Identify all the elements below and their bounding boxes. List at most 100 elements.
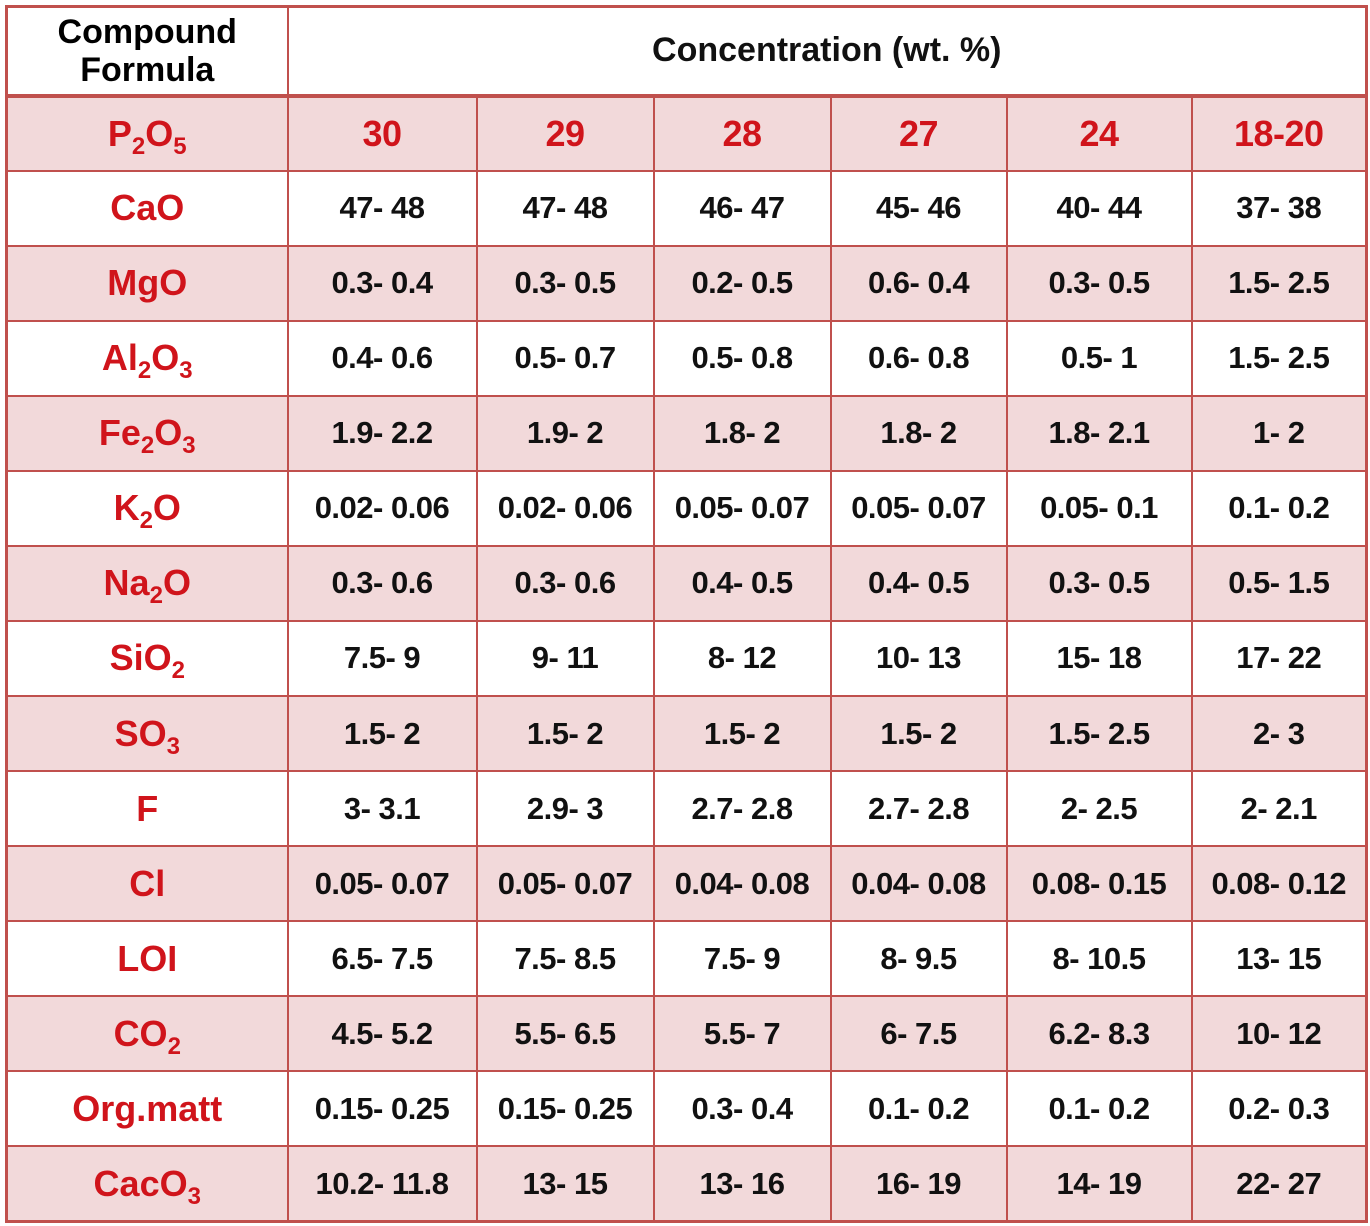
concentration-cell: 0.05- 0.1 — [1005, 469, 1193, 547]
concentration-cell: 2.9- 3 — [475, 770, 655, 848]
compound-formula-cell: CacO3 — [5, 1145, 289, 1223]
compound-formula-cell: LOI — [5, 920, 289, 998]
concentration-cell: 1.5- 2 — [475, 694, 655, 773]
concentration-cell: 7.5- 9 — [286, 619, 478, 698]
concentration-cell: 0.3- 0.6 — [286, 544, 478, 622]
concentration-cell: 0.1- 0.2 — [829, 1070, 1008, 1148]
concentration-cell: 0.3- 0.4 — [286, 244, 478, 322]
concentration-cell: 0.4- 0.5 — [829, 544, 1008, 622]
concentration-cell: 7.5- 9 — [652, 920, 832, 998]
compound-formula-cell: CO2 — [5, 995, 289, 1073]
table-row: K2O 0.02- 0.06 0.02- 0.06 0.05- 0.07 0.05- 0… — [5, 469, 1368, 547]
formula-text: SiO — [109, 637, 172, 679]
concentration-cell: 47- 48 — [286, 169, 478, 247]
concentration-cell: 0.2- 0.3 — [1190, 1070, 1368, 1148]
table-row: CaO 47- 48 47- 48 46- 47 45- 46 40- 44 37- 38 — [5, 169, 1368, 247]
formula-text: Cl — [129, 862, 166, 904]
table-row: MgO 0.3- 0.4 0.3- 0.5 0.2- 0.5 0.6- 0.4 0.3- … — [5, 244, 1368, 322]
table-row: F 3- 3.1 2.9- 3 2.7- 2.8 2.7- 2.8 2- 2.5 2- 2.… — [5, 770, 1368, 848]
formula-subscript: 3 — [166, 732, 180, 760]
concentration-cell: 10.2- 11.8 — [286, 1145, 478, 1223]
concentration-cell: 0.02- 0.06 — [475, 469, 655, 547]
concentration-cell: 0.04- 0.08 — [829, 845, 1008, 923]
concentration-cell: 0.05- 0.07 — [829, 469, 1008, 547]
concentration-cell: 8- 12 — [652, 619, 832, 698]
concentration-cell: 0.05- 0.07 — [652, 469, 832, 547]
concentration-cell: 0.2- 0.5 — [652, 244, 832, 322]
formula-subscript: 2 — [171, 657, 185, 685]
concentration-cell: 1.5- 2.5 — [1190, 319, 1368, 397]
formula-subscript: 2 — [149, 582, 163, 610]
compound-formula-cell: K2O — [5, 469, 289, 547]
concentration-cell: 10- 12 — [1190, 995, 1368, 1073]
concentration-cell: 2.7- 2.8 — [829, 770, 1008, 848]
concentration-cell: 0.5- 0.8 — [652, 319, 832, 397]
compound-label-line1: Compound — [57, 12, 237, 51]
concentration-cell: 1.9- 2.2 — [286, 394, 478, 472]
formula-text: Fe — [98, 412, 141, 454]
formula-text: LOI — [117, 937, 178, 979]
table-row: P2O5 30 29 28 27 24 18-20 — [5, 94, 1368, 172]
concentration-cell: 4.5- 5.2 — [286, 995, 478, 1073]
concentration-cell: 1.5- 2 — [829, 694, 1008, 773]
formula-text: O — [145, 112, 174, 154]
concentration-cell: 6- 7.5 — [829, 995, 1008, 1073]
concentration-cell: 0.4- 0.6 — [286, 319, 478, 397]
table-row: LOI 6.5- 7.5 7.5- 8.5 7.5- 9 8- 9.5 8- 10.5 13… — [5, 920, 1368, 998]
compound-formula-cell: F — [5, 770, 289, 848]
compound-formula-cell: Org.matt — [5, 1070, 289, 1148]
concentration-cell: 29 — [475, 94, 655, 172]
formula-subscript: 3 — [182, 432, 196, 460]
concentration-cell: 10- 13 — [829, 619, 1008, 698]
formula-text: O — [162, 562, 191, 604]
table-row: Org.matt 0.15- 0.25 0.15- 0.25 0.3- 0.4 0.1-… — [5, 1070, 1368, 1148]
compound-formula-cell: Fe2O3 — [5, 394, 289, 472]
formula-text: F — [136, 787, 159, 829]
concentration-cell: 0.1- 0.2 — [1005, 1070, 1193, 1148]
concentration-cell: 0.08- 0.15 — [1005, 845, 1193, 923]
table-row: Fe2O3 1.9- 2.2 1.9- 2 1.8- 2 1.8- 2 1.8- 2.1 1… — [5, 394, 1368, 472]
concentration-cell: 0.15- 0.25 — [475, 1070, 655, 1148]
concentration-cell: 45- 46 — [829, 169, 1008, 247]
concentration-cell: 1.8- 2 — [652, 394, 832, 472]
concentration-cell: 37- 38 — [1190, 169, 1368, 247]
concentration-cell: 15- 18 — [1005, 619, 1193, 698]
formula-text: K — [113, 487, 140, 529]
formula-text: CaO — [110, 187, 185, 229]
concentration-cell: 0.6- 0.8 — [829, 319, 1008, 397]
compound-formula-cell: SiO2 — [5, 619, 289, 698]
concentration-cell: 8- 9.5 — [829, 920, 1008, 998]
concentration-cell: 0.3- 0.5 — [475, 244, 655, 322]
concentration-cell: 0.05- 0.07 — [286, 845, 478, 923]
concentration-cell: 13- 15 — [475, 1145, 655, 1223]
table-row: SO3 1.5- 2 1.5- 2 1.5- 2 1.5- 2 1.5- 2.5 2- 3 — [5, 694, 1368, 773]
concentration-cell: 27 — [829, 94, 1008, 172]
concentration-cell: 18-20 — [1190, 94, 1368, 172]
concentration-cell: 3- 3.1 — [286, 770, 478, 848]
concentration-cell: 0.3- 0.5 — [1005, 244, 1193, 322]
formula-subscript: 2 — [137, 357, 152, 385]
composition-table: Compound Formula Concentration (wt. %) P… — [5, 5, 1368, 1223]
concentration-cell: 9- 11 — [475, 619, 655, 698]
formula-text: Org.matt — [72, 1087, 223, 1129]
formula-subscript: 3 — [179, 357, 193, 385]
concentration-cell: 1.5- 2 — [286, 694, 478, 773]
concentration-cell: 16- 19 — [829, 1145, 1008, 1223]
table-row: Al2O3 0.4- 0.6 0.5- 0.7 0.5- 0.8 0.6- 0.8 0.5… — [5, 319, 1368, 397]
concentration-cell: 46- 47 — [652, 169, 832, 247]
formula-text: O — [152, 487, 181, 529]
table-body: P2O5 30 29 28 27 24 18-20 CaO 47- 48 47- 48 46- 47… — [5, 94, 1368, 1223]
concentration-cell: 0.5- 1 — [1005, 319, 1193, 397]
formula-text: MgO — [107, 262, 188, 304]
concentration-cell: 47- 48 — [475, 169, 655, 247]
concentration-cell: 1.8- 2.1 — [1005, 394, 1193, 472]
concentration-cell: 0.5- 1.5 — [1190, 544, 1368, 622]
concentration-cell: 0.15- 0.25 — [286, 1070, 478, 1148]
formula-subscript: 2 — [131, 132, 146, 160]
formula-subscript: 2 — [140, 432, 155, 460]
concentration-cell: 1.5- 2.5 — [1005, 694, 1193, 773]
concentration-cell: 0.4- 0.5 — [652, 544, 832, 622]
concentration-cell: 30 — [286, 94, 478, 172]
table-row: Cl 0.05- 0.07 0.05- 0.07 0.04- 0.08 0.04- 0.… — [5, 845, 1368, 923]
compound-label-line2: Formula — [80, 50, 215, 89]
